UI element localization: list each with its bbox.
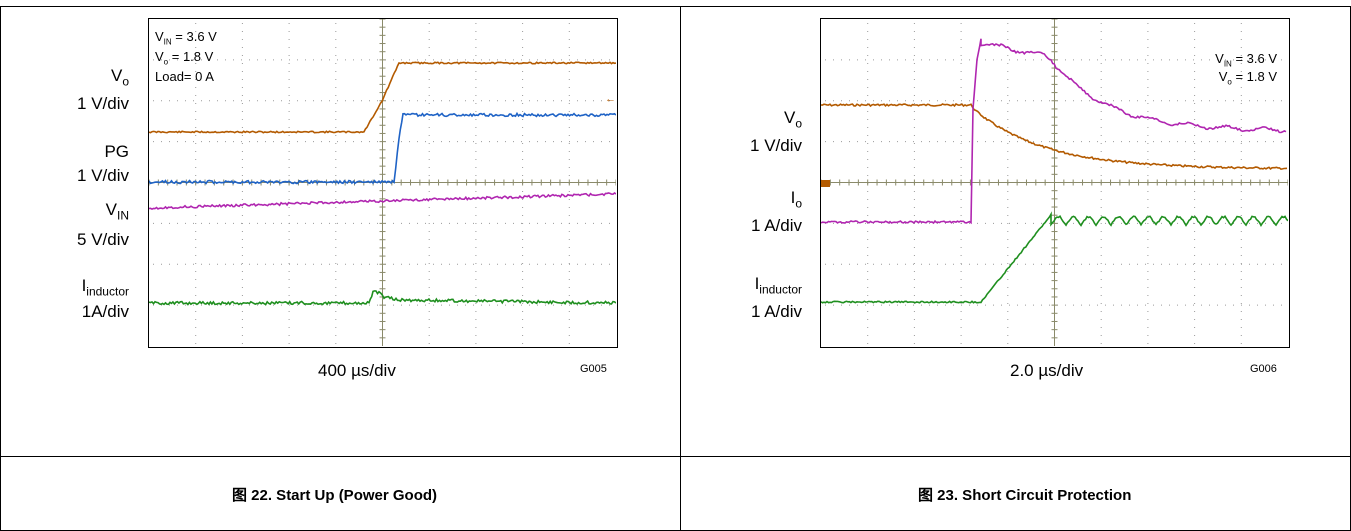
scale-iinductor: 1A/div bbox=[81, 302, 129, 321]
time-division: 2.0 µs/div bbox=[1010, 361, 1084, 380]
column-divider bbox=[680, 6, 681, 531]
figure-caption: 图 23. Short Circuit Protection bbox=[918, 487, 1132, 504]
trace-vo bbox=[821, 103, 1288, 171]
channel-1-marker bbox=[821, 180, 830, 187]
trace-vo bbox=[149, 61, 616, 134]
trace-io bbox=[821, 38, 1287, 225]
scope-display-2: VIN = 3.6 V Vo = 1.8 V bbox=[820, 18, 1290, 348]
scope-plot-2 bbox=[821, 19, 1288, 346]
scale-vin: 5 V/div bbox=[77, 230, 129, 249]
label-vin: VIN bbox=[105, 200, 129, 223]
scale-io: 1 A/div bbox=[750, 216, 802, 235]
scale-vo: 1 V/div bbox=[77, 94, 129, 113]
trigger-arrow: ← bbox=[605, 93, 616, 105]
label-iinductor: Iinductor bbox=[81, 276, 129, 299]
figure-caption: 图 22. Start Up (Power Good) bbox=[232, 487, 438, 504]
trace-vin bbox=[149, 192, 616, 210]
label-pg: PG bbox=[104, 142, 129, 161]
condition-vo: Vo = 1.8 V bbox=[155, 49, 214, 67]
label-vo: Vo bbox=[110, 66, 129, 89]
condition-vo: Vo = 1.8 V bbox=[1218, 69, 1277, 87]
condition-vin: VIN = 3.6 V bbox=[155, 29, 217, 47]
trace-pg bbox=[149, 111, 616, 185]
trace-iinductor bbox=[149, 290, 616, 306]
time-division: 400 µs/div bbox=[318, 361, 396, 380]
label-vo: Vo bbox=[783, 108, 802, 131]
scope-display-1: ← VIN = 3.6 V Vo = 1.8 V Load= 0 A bbox=[148, 18, 618, 348]
label-io: Io bbox=[790, 188, 802, 211]
graph-id: G005 bbox=[580, 363, 607, 375]
label-iinductor: Iinductor bbox=[754, 274, 802, 297]
graph-id: G006 bbox=[1250, 363, 1277, 375]
condition-vin: VIN = 3.6 V bbox=[1215, 51, 1277, 69]
scale-iinductor: 1 A/div bbox=[750, 302, 802, 321]
scale-vo: 1 V/div bbox=[750, 136, 802, 155]
scale-pg: 1 V/div bbox=[77, 166, 129, 185]
scope-plot-1: ← bbox=[149, 19, 616, 346]
caption-divider bbox=[0, 456, 1351, 457]
condition-load: Load= 0 A bbox=[155, 69, 214, 84]
trace-iinductor bbox=[821, 211, 1288, 304]
